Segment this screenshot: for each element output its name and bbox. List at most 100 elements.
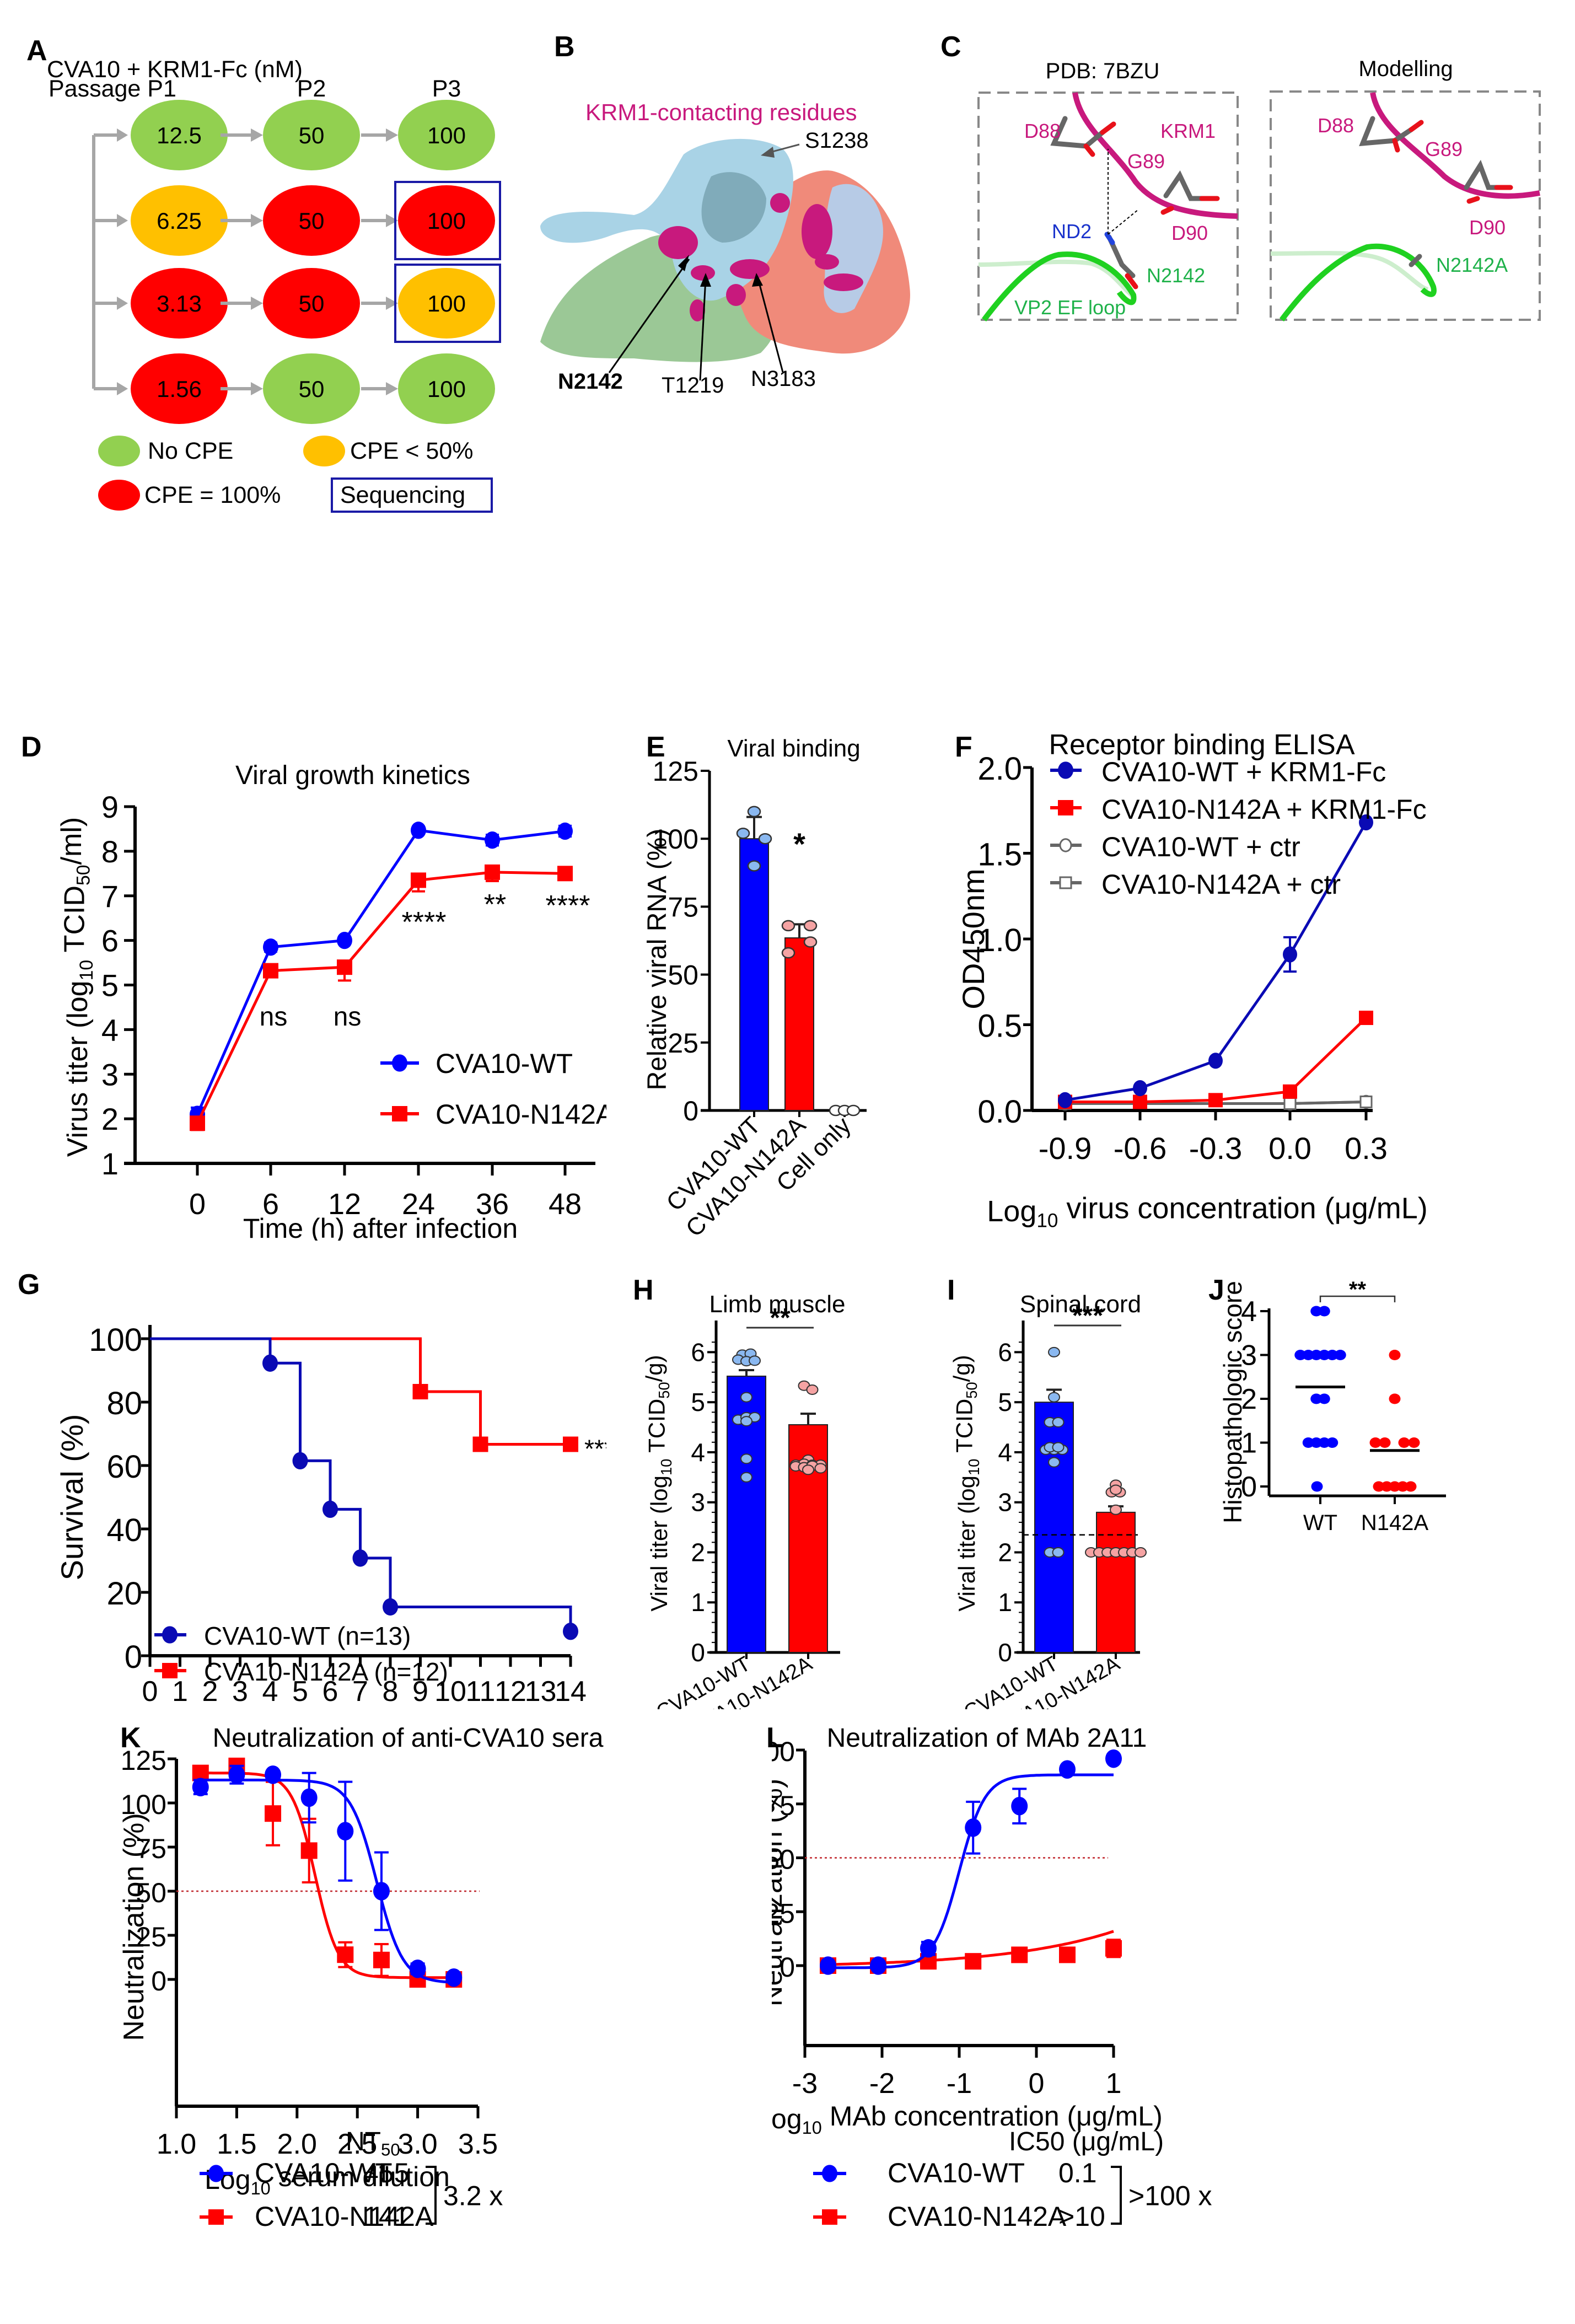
data-point bbox=[1326, 1350, 1339, 1360]
data-point bbox=[373, 1882, 390, 1901]
legend-label: CVA10-WT bbox=[436, 1048, 573, 1079]
y-tick-label: 1 bbox=[101, 1146, 119, 1181]
y-tick-label: 25 bbox=[772, 1898, 795, 1929]
data-point bbox=[228, 1765, 245, 1784]
series-cva10-n142a bbox=[192, 1757, 463, 1988]
x-tick-label: WT bbox=[1303, 1511, 1337, 1535]
data-point bbox=[190, 1115, 205, 1131]
chart-title: Spinal cord bbox=[1020, 1291, 1141, 1318]
data-point bbox=[300, 1788, 318, 1807]
y-tick-label: 3 bbox=[1241, 1340, 1257, 1372]
arrowhead bbox=[752, 273, 763, 287]
y-tick-label: 0 bbox=[998, 1638, 1012, 1667]
y-tick-label: 75 bbox=[668, 892, 698, 922]
passage-concentration: 1.56 bbox=[157, 376, 202, 402]
x-tick-label: 0 bbox=[189, 1188, 206, 1221]
significance-label: ** bbox=[484, 889, 506, 921]
y-tick-label: 50 bbox=[136, 1877, 166, 1908]
data-point bbox=[747, 806, 761, 818]
chart-limb-muscle: Limb muscle 0 1 2 3 4 5 6 Viral titer (log10 TCI… bbox=[641, 1291, 845, 1709]
chart-title: Viral growth kinetics bbox=[235, 761, 470, 790]
y-tick-label: 0 bbox=[780, 1952, 795, 1983]
chart-title: Neutralization of MAb 2A11 bbox=[827, 1724, 1147, 1753]
y-tick-label: 5 bbox=[998, 1388, 1012, 1416]
y-axis-label: Neutralization (%) bbox=[772, 1779, 788, 2006]
y-tick-label: 4 bbox=[101, 1012, 119, 1047]
x-tick-label: 1.5 bbox=[217, 2128, 256, 2160]
series-line bbox=[196, 871, 566, 1124]
data-point bbox=[1105, 1940, 1122, 1957]
legend-swatch-sequencing bbox=[331, 477, 493, 513]
y-tick-label: 3 bbox=[998, 1488, 1012, 1517]
passage-concentration: 100 bbox=[427, 376, 466, 402]
label-krm1: KRM1 bbox=[1160, 120, 1216, 142]
panel-label: F bbox=[955, 731, 972, 763]
significance-label: *** bbox=[584, 1434, 606, 1463]
y-tick-label: 0 bbox=[151, 1966, 166, 1996]
legend-label: CVA10-N142A (n=12) bbox=[204, 1657, 448, 1686]
y-tick-label: 0 bbox=[691, 1638, 705, 1667]
box-title-modelling: Modelling bbox=[1358, 57, 1453, 81]
oxygen-atoms bbox=[1392, 120, 1513, 204]
data-point bbox=[409, 1960, 426, 1978]
fit-curve bbox=[200, 1772, 454, 1979]
data-point bbox=[1208, 1053, 1223, 1069]
data-point bbox=[740, 1416, 752, 1427]
table-value: 0.1 bbox=[1058, 2157, 1097, 2188]
chart-survival: 02040608010001234567891011121314Days pos… bbox=[55, 1322, 606, 1708]
chart-viral-binding: Viral binding 0 25 50 75 100 125 Relative viral… bbox=[643, 735, 867, 1241]
censor-point bbox=[322, 1500, 338, 1518]
table-header: NT50 bbox=[346, 2127, 400, 2159]
data-point bbox=[740, 1392, 752, 1403]
data-point bbox=[803, 936, 818, 948]
legend-label: CVA10-N142A bbox=[255, 2201, 434, 2232]
data-point bbox=[1311, 1481, 1323, 1492]
y-tick-label: 9 bbox=[101, 790, 119, 824]
sequencing-box bbox=[394, 181, 501, 260]
passage-circle-no-cpe bbox=[263, 353, 360, 424]
contact-residue bbox=[802, 204, 832, 259]
arrowhead bbox=[761, 147, 775, 158]
survival-step-line bbox=[150, 1337, 571, 1446]
fit-curve bbox=[200, 1778, 454, 1984]
data-point bbox=[965, 1953, 982, 1970]
legend-label: CVA10-WT (n=13) bbox=[204, 1622, 411, 1650]
y-tick-label: 7 bbox=[101, 879, 119, 914]
panel-label: I bbox=[947, 1274, 955, 1306]
legend-marker bbox=[1058, 761, 1073, 779]
fit-curve bbox=[828, 1773, 1114, 1969]
passage-circle-cpe-lt-50 bbox=[398, 268, 495, 339]
passage-circle-cpe-100 bbox=[131, 353, 228, 424]
y-tick-label: 25 bbox=[668, 1028, 698, 1059]
significance-label: **** bbox=[402, 906, 447, 938]
panel-label: J bbox=[1208, 1274, 1224, 1306]
chart-spinal-cord: Spinal cord 0 1 2 3 4 5 6 Viral titer (log10 TCI… bbox=[949, 1291, 1147, 1709]
data-point bbox=[781, 920, 795, 932]
y-axis-label: OD450nm bbox=[956, 868, 991, 1009]
x-tick-label: 14 bbox=[555, 1676, 587, 1708]
data-point bbox=[1133, 1080, 1147, 1097]
x-tick-label: -0.3 bbox=[1189, 1131, 1243, 1166]
label-g89: G89 bbox=[1127, 150, 1165, 173]
x-tick-label: 6 bbox=[262, 1188, 279, 1221]
x-tick-label: 36 bbox=[476, 1188, 509, 1221]
arrowhead bbox=[117, 297, 128, 310]
x-tick-label: 0.3 bbox=[1345, 1131, 1388, 1166]
x-tick-label: -1 bbox=[947, 2068, 972, 2100]
label-d88: D88 bbox=[1024, 120, 1061, 142]
x-tick-label: 24 bbox=[402, 1188, 435, 1221]
x-tick-label: 11 bbox=[466, 1676, 496, 1708]
legend-label: CVA10-N142A + KRM1-Fc bbox=[1101, 794, 1427, 825]
panel-g: G 02040608010001234567891011121314Days p… bbox=[0, 1268, 606, 1709]
panel-h: H Limb muscle 0 1 2 3 4 5 6 Viral titer (log10 T… bbox=[606, 1268, 915, 1709]
vp2-loop-faded bbox=[978, 259, 1137, 300]
passage-concentration: 100 bbox=[427, 208, 466, 234]
panel-label: K bbox=[120, 1722, 141, 1754]
legend-swatch-cpe-lt-50 bbox=[303, 436, 345, 466]
data-point bbox=[1334, 1350, 1346, 1360]
data-point bbox=[445, 1968, 463, 1987]
y-axis-label: Relative viral RNA (%) bbox=[643, 829, 672, 1091]
x-tick-label: 12 bbox=[328, 1188, 361, 1221]
significance-bracket bbox=[1319, 1295, 1396, 1302]
data-point bbox=[1283, 946, 1297, 963]
